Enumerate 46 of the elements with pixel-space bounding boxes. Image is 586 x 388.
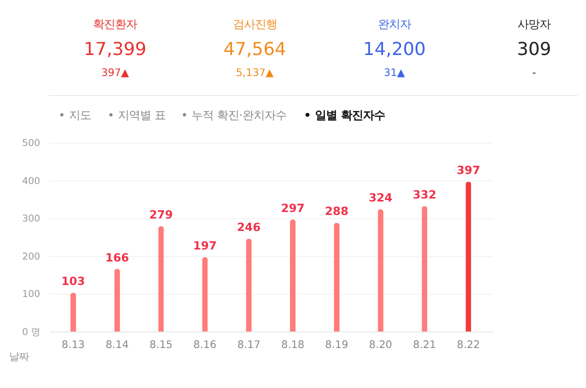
y-tick-label: 200 [22, 251, 40, 262]
x-tick-label: 8.19 [325, 338, 348, 351]
data-label: 297 [280, 200, 305, 215]
x-tick-label: 8.16 [193, 338, 217, 351]
data-label: 103 [61, 274, 86, 288]
text: 확진환자 [93, 17, 138, 32]
text: 검사진행 [232, 17, 277, 32]
data-label: 279 [149, 208, 173, 222]
data-label: 288 [324, 204, 349, 218]
x-tick-label: 8.14 [106, 338, 130, 351]
bar [334, 222, 340, 332]
text: 사망자 [518, 17, 551, 32]
x-tick-label: 8.21 [412, 338, 436, 351]
x-tick-label: 8.22 [456, 338, 480, 351]
y-tick-label: 100 [22, 289, 40, 300]
text: • 지역별 표 [108, 108, 166, 122]
bar [70, 292, 76, 332]
data-label: 332 [412, 188, 436, 202]
y-tick-label: 300 [22, 214, 40, 225]
x-tick-label: 8.13 [62, 338, 85, 351]
data-label: 246 [237, 220, 261, 234]
text: • 누적 확진·완치자수 [181, 108, 287, 122]
x-tick-label: 8.18 [281, 338, 304, 351]
x-axis-title: 날짜 [8, 351, 29, 364]
x-tick-label: 8.20 [369, 338, 392, 351]
y-tick-label: 500 [22, 138, 40, 150]
text: 47,564 [223, 38, 286, 60]
x-tick-label: 8.17 [237, 338, 260, 351]
bar [290, 219, 296, 332]
text: • 지도 [58, 108, 91, 122]
data-label: 324 [368, 190, 393, 205]
text: 397▲ [101, 67, 130, 80]
text: 14,200 [363, 38, 426, 60]
y-tick-label: 0 명 [22, 326, 40, 338]
data-label: 166 [105, 250, 130, 264]
text: 5,137▲ [236, 67, 274, 80]
text: 17,399 [84, 38, 146, 60]
y-tick-label: 400 [22, 176, 40, 187]
data-label: 397 [456, 163, 480, 178]
x-tick-label: 8.15 [149, 338, 173, 351]
text: - [532, 67, 536, 80]
text: 309 [517, 38, 552, 60]
data-label: 197 [193, 238, 217, 253]
text: 완치자 [378, 17, 411, 32]
text: • 일별 확진자수 [304, 108, 385, 122]
text: 31▲ [384, 67, 406, 80]
